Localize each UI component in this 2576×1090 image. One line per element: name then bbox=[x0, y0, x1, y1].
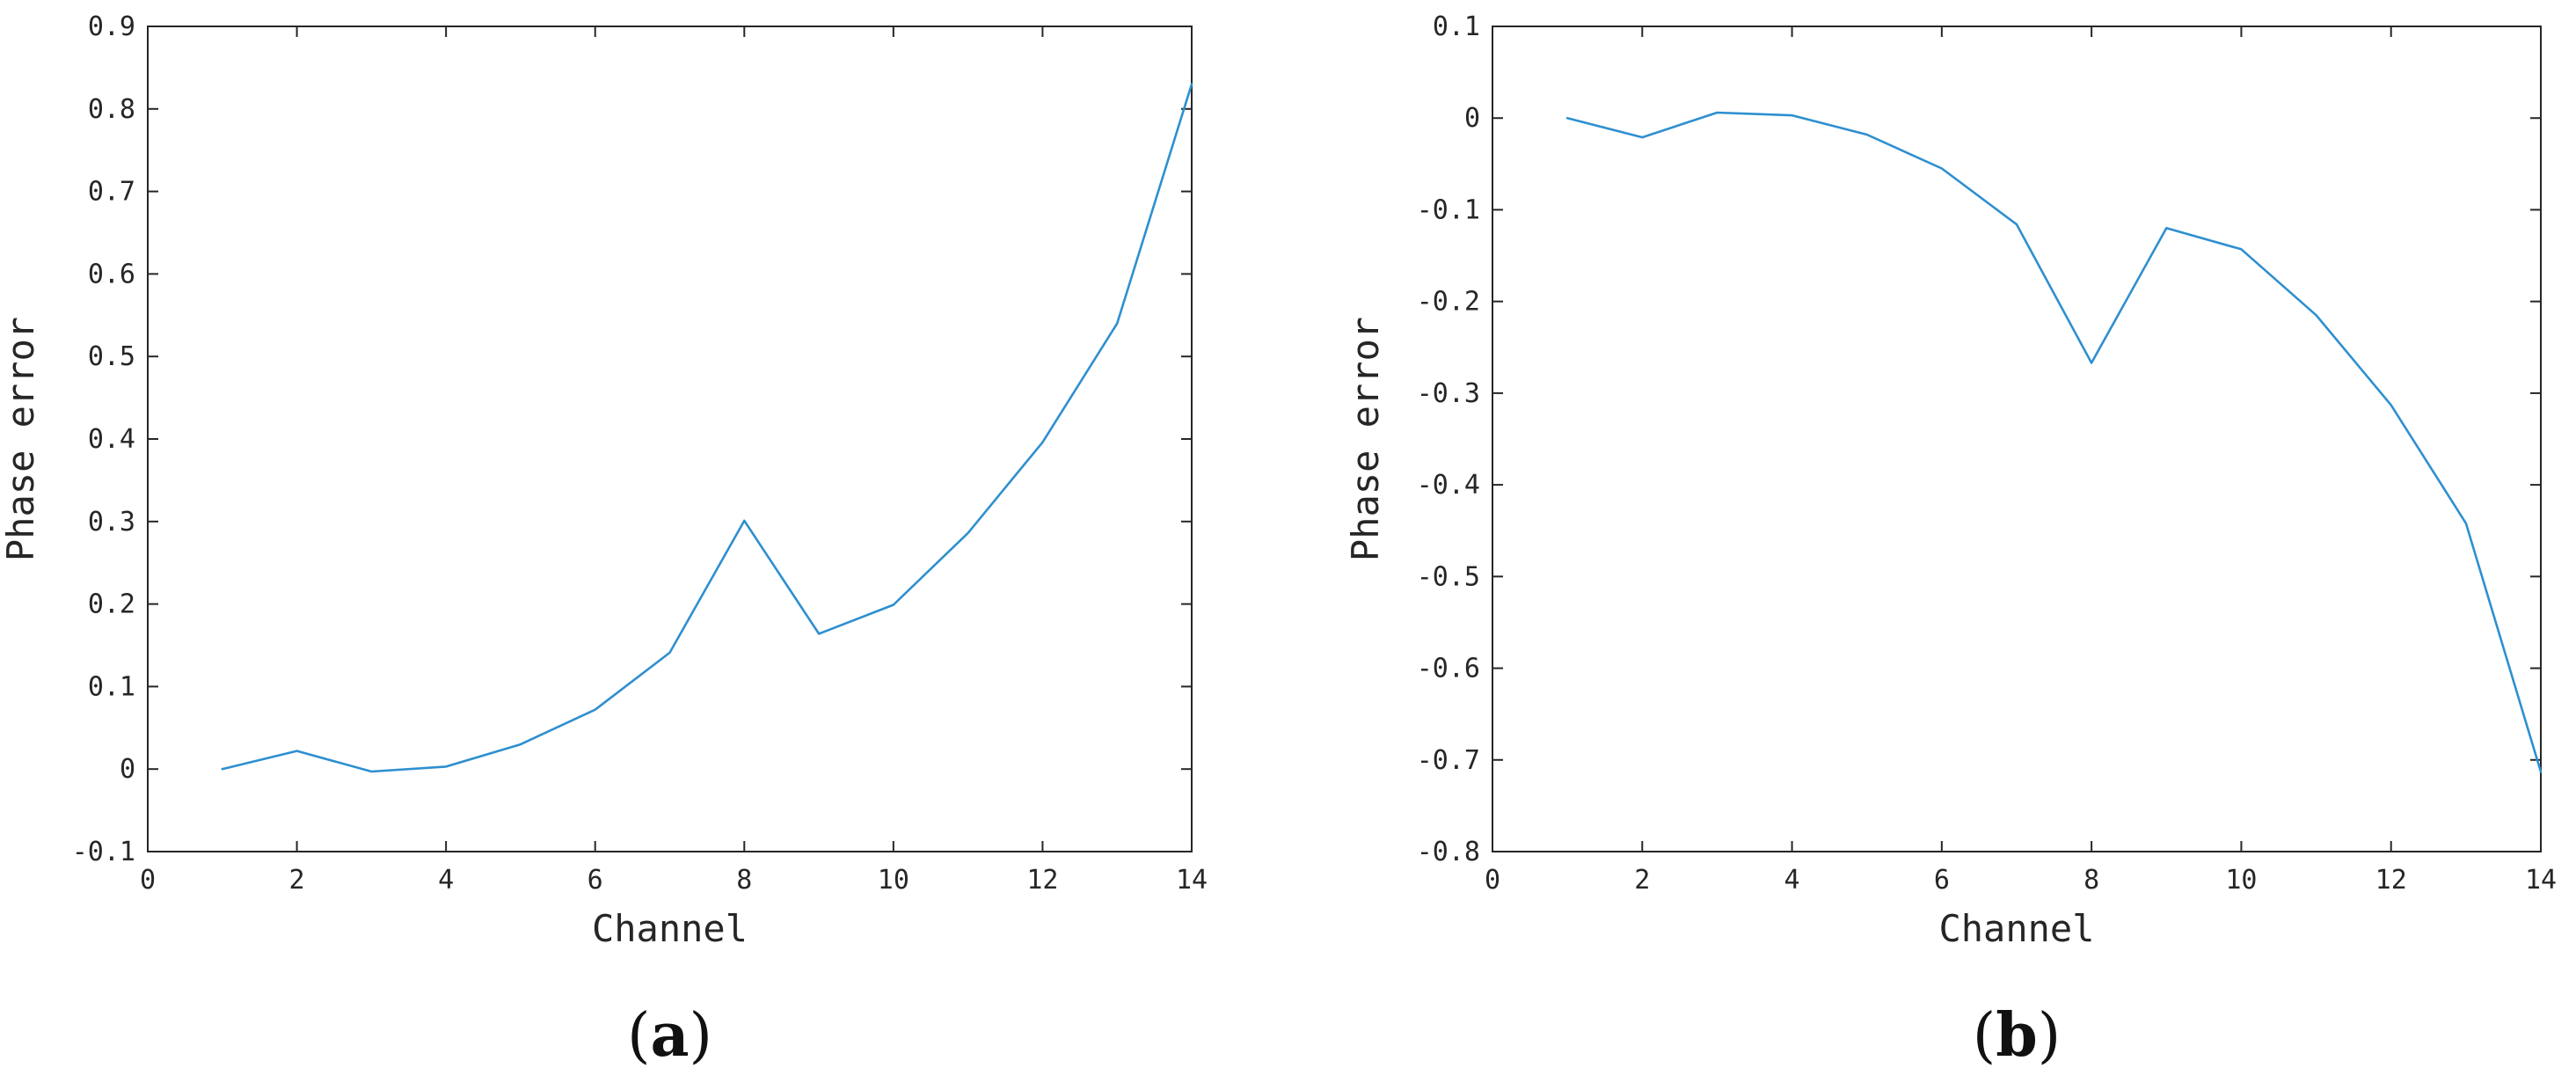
y-tick-label: 0 bbox=[1464, 103, 1480, 134]
y-axis-label: Phase error bbox=[0, 317, 42, 561]
chart-panel-a: 0 2 4 6 8 10 12 14 -0.100.10.20.30.40.50.60.70.… bbox=[0, 11, 1208, 1071]
x-tick-label: 6 bbox=[587, 865, 603, 896]
tick-marks bbox=[147, 26, 1193, 852]
x-tick-label: 2 bbox=[1634, 865, 1650, 896]
y-tick-labels: -0.8 -0.7 -0.6 -0.5 -0.4 -0.3 -0.2 -0.1 0 0.1 bbox=[1417, 11, 1480, 867]
x-tick-label: 0 bbox=[140, 865, 156, 896]
y-tick-label: -0.8 bbox=[1417, 837, 1480, 867]
plot-area-frame bbox=[1492, 26, 2542, 852]
y-tick-label: -0.2 bbox=[1417, 287, 1480, 318]
x-axis-label: Channel bbox=[1938, 907, 2094, 950]
y-tick-label: 0.7 bbox=[88, 177, 135, 208]
y-tick-label: 0.1 bbox=[88, 671, 135, 702]
x-tick-label: 2 bbox=[289, 865, 305, 896]
phase-error-line bbox=[1565, 111, 2543, 773]
y-tick-label: -0.7 bbox=[1417, 745, 1480, 776]
x-tick-label: 0 bbox=[1485, 865, 1500, 896]
x-tick-label: 14 bbox=[2525, 865, 2557, 896]
x-tick-label: 12 bbox=[1026, 865, 1058, 896]
panel-caption-letter: b bbox=[1996, 1000, 2038, 1071]
y-tick-label: 0 bbox=[120, 754, 135, 785]
x-tick-label: 4 bbox=[1784, 865, 1800, 896]
y-tick-label: -0.4 bbox=[1417, 470, 1480, 501]
x-tick-label: 10 bbox=[878, 865, 909, 896]
y-tick-label: 0.3 bbox=[88, 507, 135, 538]
y-tick-label: 0.2 bbox=[88, 589, 135, 620]
x-tick-label: 8 bbox=[2083, 865, 2099, 896]
y-tick-label: 0.9 bbox=[88, 11, 135, 42]
x-tick-label: 10 bbox=[2225, 865, 2257, 896]
y-tick-label: 0.8 bbox=[88, 94, 135, 125]
y-tick-label: -0.5 bbox=[1417, 561, 1480, 592]
panel-caption: (b) bbox=[1973, 1000, 2062, 1071]
y-axis-label: Phase error bbox=[1344, 317, 1387, 561]
phase-error-line bbox=[221, 83, 1193, 773]
panel-caption: (a) bbox=[627, 1000, 712, 1071]
tick-marks bbox=[1492, 26, 2542, 852]
y-tick-label: 0.1 bbox=[1433, 11, 1480, 42]
y-tick-label: 0.6 bbox=[88, 259, 135, 289]
y-tick-label: 0.5 bbox=[88, 341, 135, 372]
x-tick-labels: 0 2 4 6 8 10 12 14 bbox=[140, 865, 1208, 896]
x-tick-label: 6 bbox=[1934, 865, 1950, 896]
y-tick-label: -0.1 bbox=[1417, 194, 1480, 225]
y-tick-label: -0.3 bbox=[1417, 378, 1480, 409]
x-tick-label: 8 bbox=[736, 865, 752, 896]
panel-caption-letter: a bbox=[650, 1000, 689, 1071]
x-tick-label: 12 bbox=[2375, 865, 2407, 896]
x-tick-labels: 0 2 4 6 8 10 12 14 bbox=[1485, 865, 2557, 896]
y-tick-label: 0.4 bbox=[88, 424, 135, 455]
x-tick-label: 4 bbox=[438, 865, 454, 896]
y-tick-labels: -0.1 0 0.1 0.2 0.3 0.4 0.5 0.6 0.7 0.8 0.9 bbox=[72, 11, 135, 867]
y-tick-label: -0.6 bbox=[1417, 654, 1480, 684]
x-tick-label: 14 bbox=[1176, 865, 1208, 896]
x-axis-label: Channel bbox=[592, 907, 748, 950]
y-tick-label: -0.1 bbox=[72, 837, 135, 867]
chart-panel-b: 0 2 4 6 8 10 12 14 -0.8 -0.7 -0.6 -0.5 -0.4 -0.3 -0.2… bbox=[1344, 11, 2557, 1071]
